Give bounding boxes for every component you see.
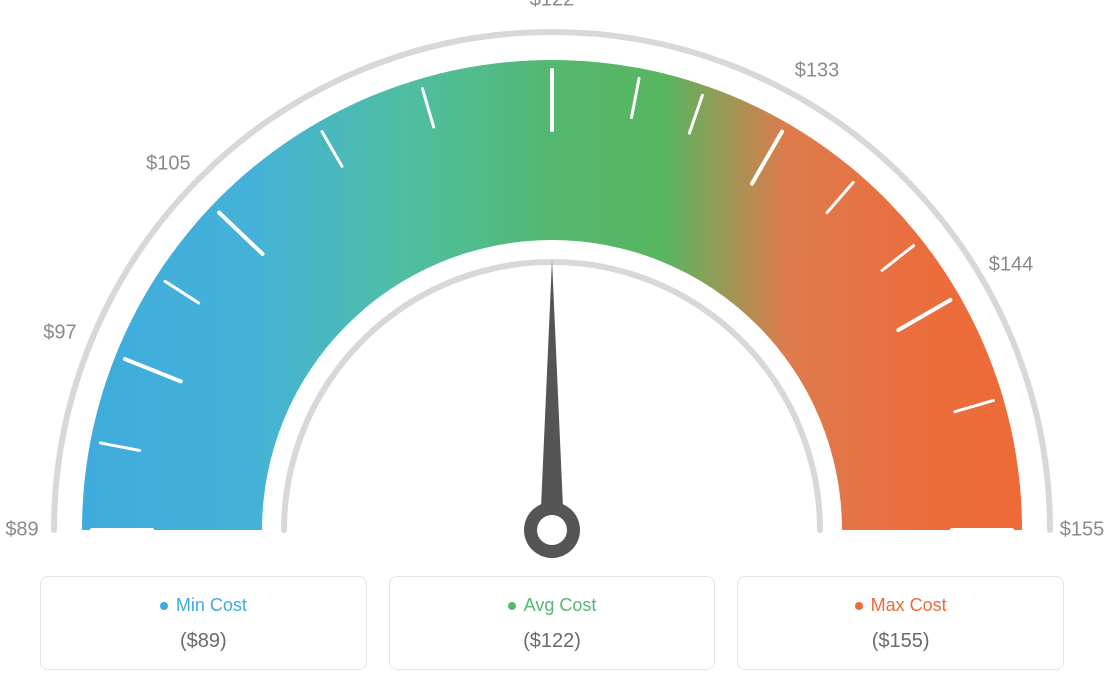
legend-card-avg: Avg Cost ($122): [389, 576, 716, 670]
cost-gauge-chart: { "gauge": { "type": "gauge", "min_value…: [0, 0, 1104, 690]
legend-title-text: Max Cost: [871, 595, 947, 616]
legend-row: Min Cost ($89) Avg Cost ($122) Max Cost ($155…: [40, 576, 1064, 670]
gauge-tick-label: $97: [43, 322, 76, 345]
legend-title: Max Cost: [855, 595, 947, 616]
gauge-tick-label: $105: [146, 153, 191, 176]
gauge-tick-label: $89: [5, 519, 38, 542]
legend-value: ($89): [51, 630, 356, 653]
gauge-tick-label: $144: [989, 254, 1034, 277]
legend-title-text: Min Cost: [176, 595, 247, 616]
legend-dot-icon: [160, 602, 168, 610]
legend-title: Min Cost: [160, 595, 247, 616]
gauge-tick-label: $155: [1060, 519, 1104, 542]
gauge-area: $89 $97 $105 $122 $133 $144 $155: [0, 0, 1104, 560]
gauge-tick-label: $122: [530, 0, 575, 12]
legend-value: ($155): [748, 630, 1053, 653]
legend-dot-icon: [855, 602, 863, 610]
gauge-tick-label: $133: [795, 60, 840, 83]
legend-value: ($122): [400, 630, 705, 653]
gauge-svg: [0, 0, 1104, 560]
legend-dot-icon: [508, 602, 516, 610]
legend-title-text: Avg Cost: [524, 595, 597, 616]
legend-card-max: Max Cost ($155): [737, 576, 1064, 670]
legend-card-min: Min Cost ($89): [40, 576, 367, 670]
legend-title: Avg Cost: [508, 595, 597, 616]
